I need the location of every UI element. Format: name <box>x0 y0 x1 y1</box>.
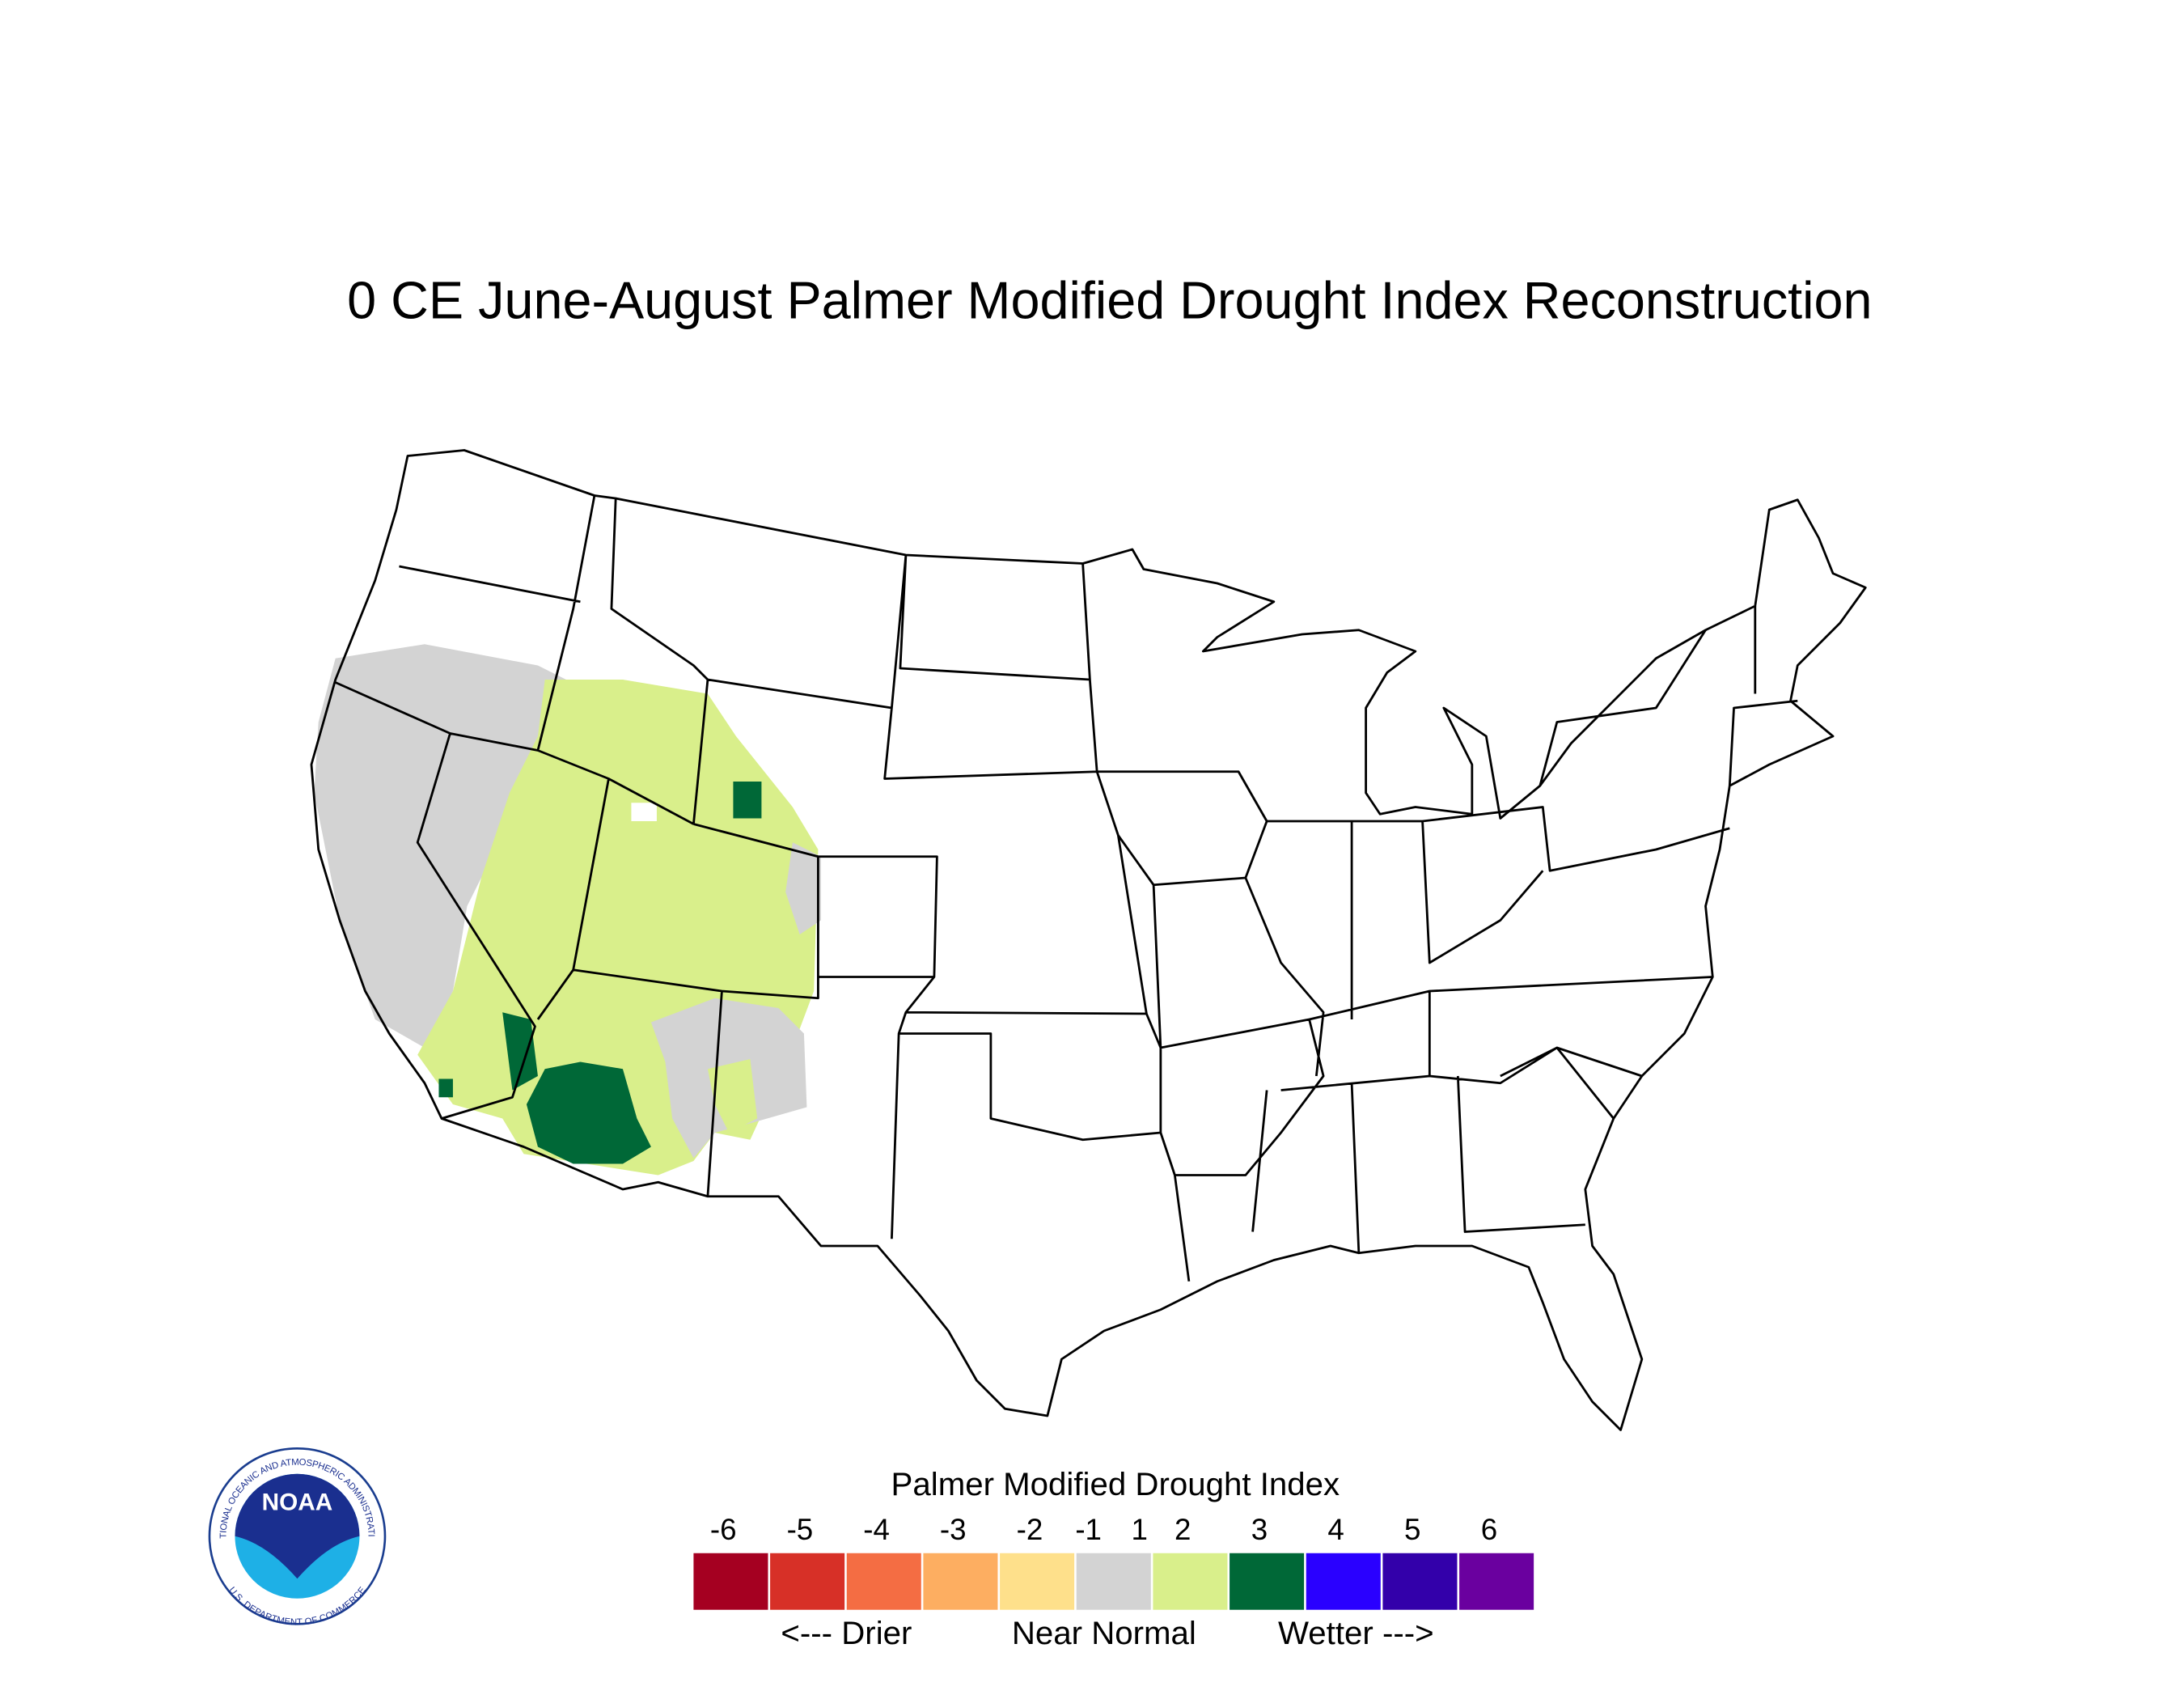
legend-label: 5 <box>1404 1513 1420 1546</box>
legend-swatch <box>770 1553 845 1610</box>
legend-swatch <box>1076 1553 1151 1610</box>
legend-label: 3 <box>1251 1513 1268 1546</box>
legend-caption: Wetter ---> <box>1278 1615 1434 1651</box>
state-borders <box>335 495 1798 1282</box>
region-very-wet <box>438 1078 453 1098</box>
legend-label: -5 <box>787 1513 814 1546</box>
legend-swatch <box>1382 1553 1458 1610</box>
legend-label: 2 <box>1175 1513 1191 1546</box>
region-near-normal <box>785 842 821 934</box>
legend-caption: <--- Drier <box>781 1615 912 1651</box>
legend-swatch <box>693 1553 768 1610</box>
logo-top <box>235 1473 360 1579</box>
us-outline <box>310 449 1867 1431</box>
legend-label: 4 <box>1327 1513 1344 1546</box>
legend-title: Palmer Modified Drought Index <box>891 1466 1340 1502</box>
legend-swatch <box>846 1553 921 1610</box>
legend-label: -1 <box>1075 1513 1102 1546</box>
region-no-data <box>631 803 657 821</box>
legend-swatch <box>1153 1553 1228 1610</box>
legend-swatch <box>1306 1553 1381 1610</box>
map <box>310 449 1867 1431</box>
legend-swatch <box>1230 1553 1305 1610</box>
legend-label: -6 <box>710 1513 737 1546</box>
region-very-wet <box>733 782 762 819</box>
legend: Palmer Modified Drought Index -6 -5 -4 -3 -2… <box>693 1466 1534 1651</box>
logo-name: NOAA <box>262 1489 333 1515</box>
legend-label: -3 <box>940 1513 967 1546</box>
legend-swatch <box>1000 1553 1075 1610</box>
region-near-normal <box>314 644 566 1048</box>
legend-label: -2 <box>1017 1513 1043 1546</box>
legend-swatch <box>923 1553 998 1610</box>
legend-label: 6 <box>1481 1513 1497 1546</box>
legend-swatch <box>1459 1553 1534 1610</box>
legend-label: -4 <box>863 1513 890 1546</box>
legend-label: 1 <box>1132 1513 1148 1546</box>
map-title: 0 CE June-August Palmer Modified Drought… <box>347 270 1872 329</box>
region-very-wet <box>502 1012 538 1091</box>
region-very-wet <box>526 1061 651 1164</box>
legend-caption: Near Normal <box>1012 1615 1196 1651</box>
region-wet <box>707 1059 758 1133</box>
